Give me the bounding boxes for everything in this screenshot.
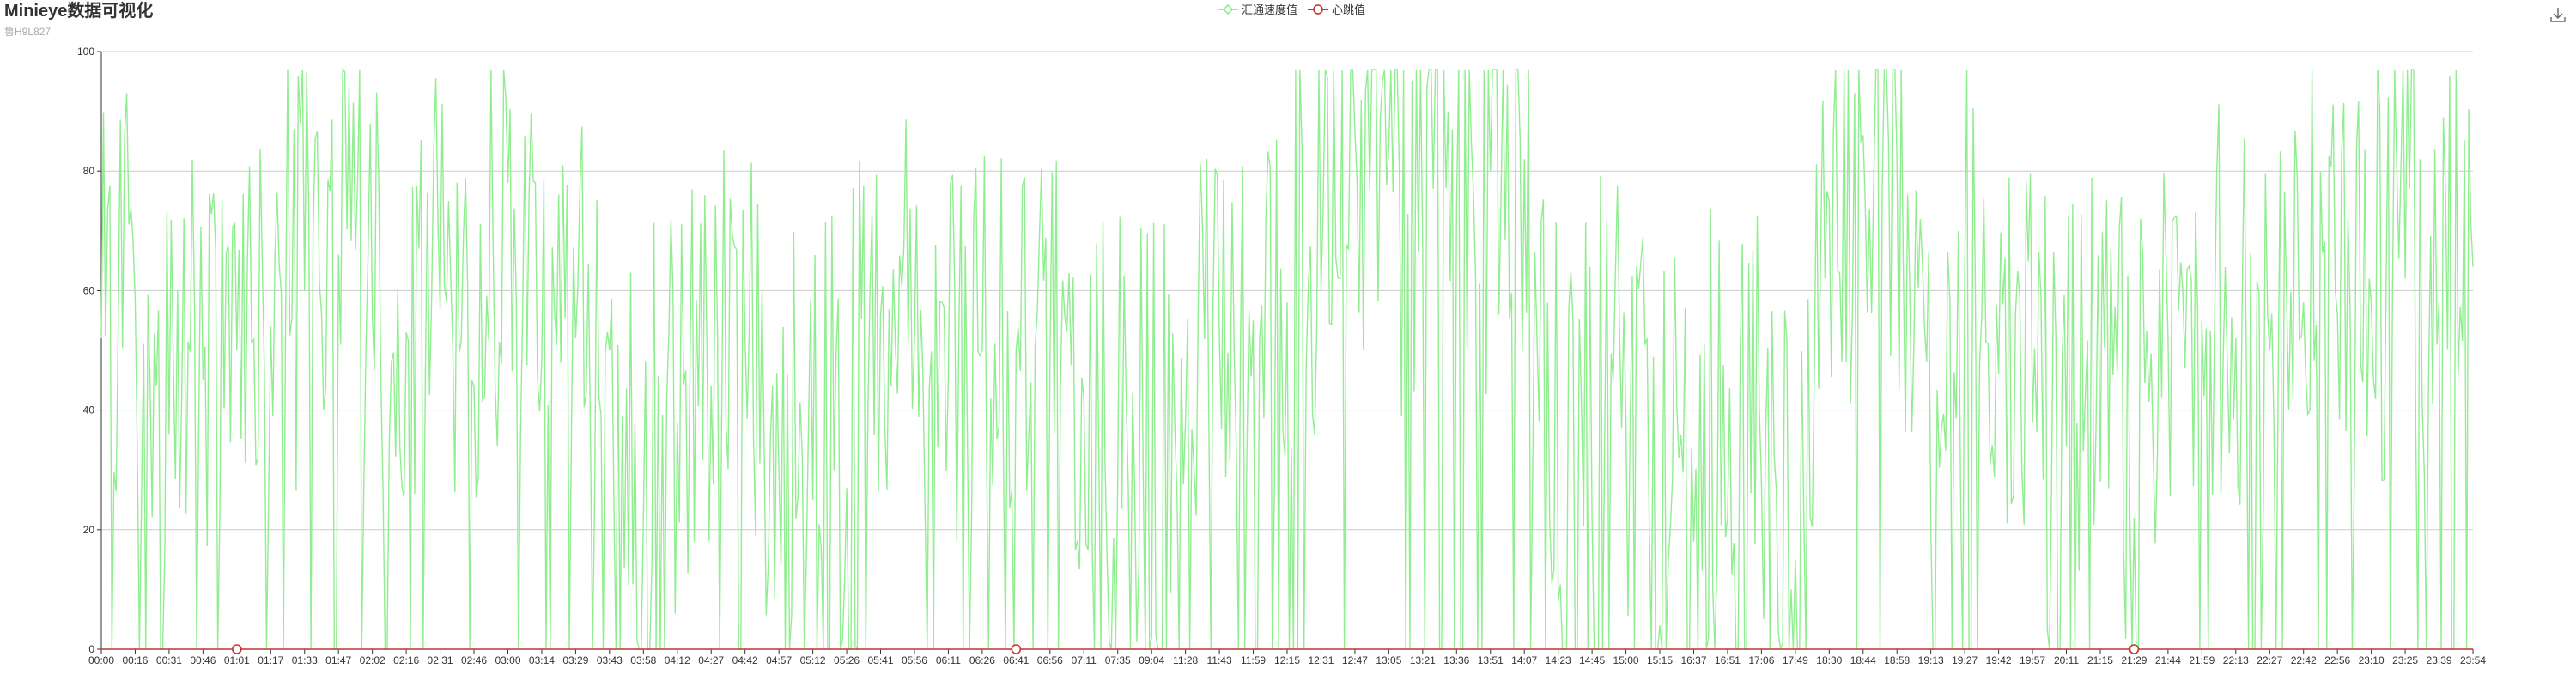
x-tick-label: 23:25 bbox=[2392, 654, 2418, 666]
x-tick-label: 01:33 bbox=[292, 654, 318, 666]
legend-heartbeat-marker-icon bbox=[1308, 3, 1329, 15]
x-tick-label: 13:05 bbox=[1376, 654, 1401, 666]
x-tick-label: 23:39 bbox=[2427, 654, 2452, 666]
x-tick-label: 06:26 bbox=[969, 654, 995, 666]
legend-speed-label: 汇通速度值 bbox=[1242, 3, 1298, 16]
y-tick-label: 20 bbox=[83, 524, 95, 536]
x-tick-label: 03:58 bbox=[630, 654, 656, 666]
x-tick-label: 01:17 bbox=[258, 654, 283, 666]
x-tick-label: 04:57 bbox=[766, 654, 792, 666]
x-tick-label: 05:56 bbox=[902, 654, 927, 666]
x-tick-label: 16:51 bbox=[1715, 654, 1741, 666]
chart-title: Minieye数据可视化 bbox=[4, 2, 154, 21]
x-tick-label: 12:47 bbox=[1342, 654, 1368, 666]
x-tick-label: 20:11 bbox=[2054, 654, 2079, 666]
grid-lines bbox=[101, 51, 2473, 531]
heartbeat-markers bbox=[232, 644, 2140, 654]
x-tick-label: 18:30 bbox=[1816, 654, 1842, 666]
x-tick-label: 22:13 bbox=[2223, 654, 2249, 666]
x-tick-label: 14:45 bbox=[1579, 654, 1605, 666]
x-tick-label: 19:27 bbox=[1952, 654, 1978, 666]
x-tick-label: 00:31 bbox=[156, 654, 182, 666]
x-tick-label: 09:04 bbox=[1139, 654, 1164, 666]
x-tick-label: 17:49 bbox=[1783, 654, 1808, 666]
x-tick-label: 21:15 bbox=[2087, 654, 2113, 666]
x-tick-label: 18:44 bbox=[1850, 654, 1876, 666]
download-button[interactable] bbox=[2549, 5, 2567, 24]
x-tick-label: 05:26 bbox=[834, 654, 860, 666]
x-tick-label: 03:29 bbox=[562, 654, 588, 666]
y-tick-label: 40 bbox=[83, 404, 95, 416]
series-layer bbox=[100, 67, 2474, 651]
x-tick-label: 12:15 bbox=[1274, 654, 1300, 666]
x-tick-label: 19:13 bbox=[1918, 654, 1944, 666]
x-tick-label: 04:27 bbox=[698, 654, 724, 666]
x-tick-label: 22:42 bbox=[2291, 654, 2317, 666]
x-tick-label: 22:27 bbox=[2257, 654, 2282, 666]
x-tick-label: 00:46 bbox=[190, 654, 216, 666]
x-tick-label: 19:57 bbox=[2020, 654, 2045, 666]
x-tick-label: 02:02 bbox=[360, 654, 386, 666]
heartbeat-point bbox=[232, 644, 242, 654]
x-tick-label: 01:01 bbox=[224, 654, 250, 666]
x-tick-label: 13:21 bbox=[1410, 654, 1436, 666]
x-tick-label: 06:56 bbox=[1037, 654, 1063, 666]
x-tick-label: 04:42 bbox=[732, 654, 758, 666]
legend-item-speed[interactable]: 汇通速度值 bbox=[1218, 1, 1297, 17]
x-tick-label: 11:28 bbox=[1173, 654, 1198, 666]
x-tick-label: 06:41 bbox=[1003, 654, 1029, 666]
y-tick-label: 100 bbox=[77, 46, 94, 58]
x-tick-label: 13:36 bbox=[1443, 654, 1469, 666]
legend: 汇通速度值 心跳值 bbox=[1218, 1, 1365, 17]
y-tick-label: 80 bbox=[83, 165, 95, 177]
x-tick-label: 17:06 bbox=[1748, 654, 1774, 666]
x-tick-label: 02:46 bbox=[461, 654, 487, 666]
x-tick-label: 06:11 bbox=[936, 654, 961, 666]
x-tick-label: 07:11 bbox=[1072, 654, 1097, 666]
x-tick-label: 03:14 bbox=[529, 654, 555, 666]
x-tick-label: 23:10 bbox=[2359, 654, 2385, 666]
x-tick-label: 04:12 bbox=[665, 654, 690, 666]
legend-item-heartbeat[interactable]: 心跳值 bbox=[1308, 1, 1365, 17]
x-tick-label: 14:07 bbox=[1511, 654, 1537, 666]
speed-series-line bbox=[100, 67, 2474, 651]
x-tick-label: 03:00 bbox=[495, 654, 520, 666]
heartbeat-point bbox=[2129, 644, 2140, 654]
x-tick-label: 11:59 bbox=[1241, 654, 1266, 666]
x-tick-label: 15:15 bbox=[1647, 654, 1673, 666]
heartbeat-point bbox=[1011, 644, 1022, 654]
x-tick-label: 13:51 bbox=[1478, 654, 1504, 666]
x-tick-label: 16:37 bbox=[1680, 654, 1706, 666]
x-tick-label: 15:00 bbox=[1613, 654, 1639, 666]
x-tick-label: 12:31 bbox=[1308, 654, 1334, 666]
x-tick-label: 14:23 bbox=[1546, 654, 1571, 666]
x-tick-label: 23:54 bbox=[2460, 654, 2486, 666]
chart-subtitle: 鲁H9L827 bbox=[4, 26, 52, 38]
x-tick-label: 18:58 bbox=[1884, 654, 1910, 666]
x-tick-label: 00:00 bbox=[88, 654, 114, 666]
x-tick-label: 01:47 bbox=[325, 654, 351, 666]
x-tick-label: 19:42 bbox=[1986, 654, 2012, 666]
x-tick-label: 05:12 bbox=[800, 654, 826, 666]
download-icon bbox=[2550, 8, 2566, 22]
x-tick-label: 03:43 bbox=[597, 654, 623, 666]
legend-heartbeat-label: 心跳值 bbox=[1332, 3, 1366, 16]
x-tick-label: 07:35 bbox=[1105, 654, 1131, 666]
x-tick-label: 05:41 bbox=[867, 654, 893, 666]
legend-speed-marker-icon bbox=[1218, 3, 1238, 15]
x-tick-label: 00:16 bbox=[122, 654, 148, 666]
x-tick-label: 21:59 bbox=[2189, 654, 2215, 666]
x-tick-label: 22:56 bbox=[2324, 654, 2350, 666]
y-tick-label: 60 bbox=[83, 284, 95, 296]
x-tick-label: 11:43 bbox=[1207, 654, 1232, 666]
x-tick-label: 02:31 bbox=[428, 654, 453, 666]
y-tick-label: 0 bbox=[88, 643, 94, 655]
x-tick-label: 21:44 bbox=[2155, 654, 2181, 666]
x-tick-label: 02:16 bbox=[393, 654, 419, 666]
x-tick-label: 21:29 bbox=[2121, 654, 2147, 666]
